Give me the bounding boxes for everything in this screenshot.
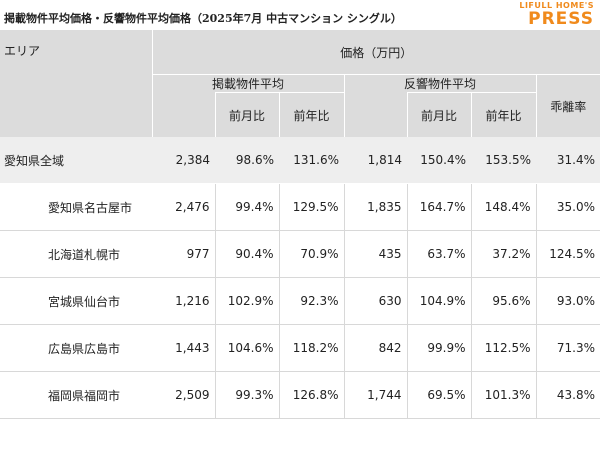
response-yoy: 153.5% [471,137,536,184]
listing-price: 977 [152,230,216,278]
response-price: 842 [344,324,408,372]
divergence-ratio: 43.8% [536,371,600,419]
area-name: 愛知県全域 [0,137,152,184]
header: 掲載物件平均価格・反響物件平均価格（2025年7月 中古マンション シングル） … [0,0,600,30]
response-yoy: 148.4% [471,183,537,231]
response-price: 630 [344,277,408,325]
divergence-ratio: 35.0% [536,183,600,231]
listing-mom: 104.6% [215,324,280,372]
listing-yoy: 92.3% [279,277,345,325]
response-price: 1,814 [344,137,407,184]
header-response-yoy: 前年比 [471,92,537,137]
listing-price: 2,384 [152,137,215,184]
listing-mom: 98.6% [215,137,279,184]
area-name: 広島県広島市 [0,324,152,372]
header-listing-blank [152,92,216,137]
response-mom: 99.9% [407,324,472,372]
listing-yoy: 126.8% [279,371,345,419]
response-price: 1,835 [344,183,408,231]
response-mom: 150.4% [407,137,471,184]
header-listing-yoy: 前年比 [279,92,345,137]
response-mom: 63.7% [407,230,472,278]
listing-yoy: 118.2% [279,324,345,372]
divergence-ratio: 71.3% [536,324,600,372]
listing-yoy: 131.6% [279,137,344,184]
listing-price: 1,216 [152,277,216,325]
response-yoy: 95.6% [471,277,537,325]
header-ratio: 乖離率 [536,74,600,137]
listing-price: 2,476 [152,183,216,231]
table-row: 福岡県福岡市 2,509 99.3% 126.8% 1,744 69.5% 10… [0,371,600,419]
logo-main-text: PRESS [528,9,594,29]
response-yoy: 37.2% [471,230,537,278]
divergence-ratio: 31.4% [536,137,600,184]
page-title: 掲載物件平均価格・反響物件平均価格（2025年7月 中古マンション シングル） [4,12,402,25]
table-row: 愛知県全域 2,384 98.6% 131.6% 1,814 150.4% 15… [0,137,600,184]
area-name: 愛知県名古屋市 [0,183,152,231]
area-name: 宮城県仙台市 [0,277,152,325]
header-area: エリア [0,30,153,137]
header-listing-mom: 前月比 [215,92,280,137]
price-table: エリア 価格（万円） 掲載物件平均 反響物件平均 乖離率 前月比 前年比 前月比… [0,30,600,419]
response-price: 435 [344,230,408,278]
header-response-group: 反響物件平均 [344,74,537,93]
table-row: 広島県広島市 1,443 104.6% 118.2% 842 99.9% 112… [0,324,600,372]
header-listing-group: 掲載物件平均 [152,74,345,93]
response-yoy: 101.3% [471,371,537,419]
header-price: 価格（万円） [152,30,600,75]
logo-top-text: LIFULL HOME'S [519,1,594,10]
table-row: 宮城県仙台市 1,216 102.9% 92.3% 630 104.9% 95.… [0,277,600,325]
area-name: 北海道札幌市 [0,230,152,278]
listing-yoy: 70.9% [279,230,345,278]
table-row: 愛知県名古屋市 2,476 99.4% 129.5% 1,835 164.7% … [0,183,600,231]
divergence-ratio: 93.0% [536,277,600,325]
header-response-mom: 前月比 [407,92,472,137]
area-name: 福岡県福岡市 [0,371,152,419]
response-price: 1,744 [344,371,408,419]
table-row: 北海道札幌市 977 90.4% 70.9% 435 63.7% 37.2% 1… [0,230,600,278]
listing-price: 1,443 [152,324,216,372]
response-yoy: 112.5% [471,324,537,372]
header-response-blank [344,92,408,137]
listing-price: 2,509 [152,371,216,419]
brand-logo: LIFULL HOME'S PRESS [519,2,594,28]
response-mom: 104.9% [407,277,472,325]
listing-mom: 90.4% [215,230,280,278]
divergence-ratio: 124.5% [536,230,600,278]
response-mom: 164.7% [407,183,472,231]
response-mom: 69.5% [407,371,472,419]
listing-mom: 102.9% [215,277,280,325]
listing-mom: 99.4% [215,183,280,231]
listing-yoy: 129.5% [279,183,345,231]
listing-mom: 99.3% [215,371,280,419]
